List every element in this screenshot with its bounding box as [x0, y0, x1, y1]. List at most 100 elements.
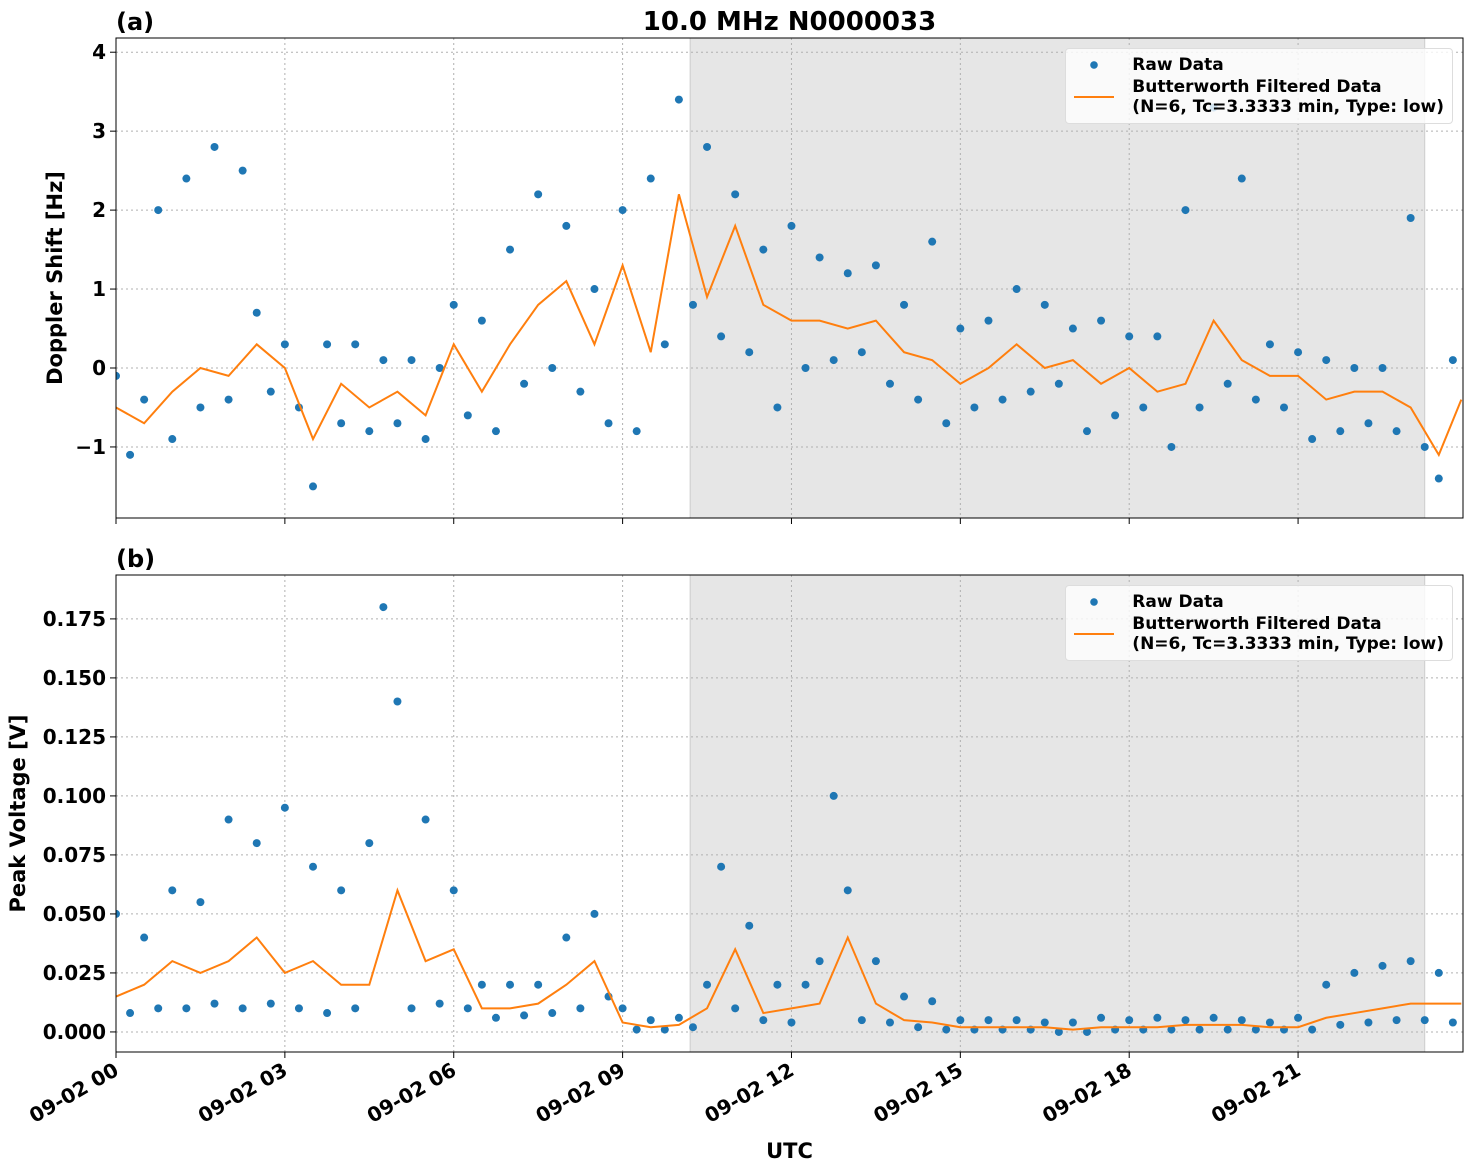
raw-point — [534, 980, 543, 989]
raw-point — [1139, 403, 1148, 412]
raw-point — [379, 356, 388, 365]
raw-point — [1406, 214, 1415, 222]
raw-point — [1068, 324, 1077, 333]
raw-point — [365, 427, 374, 436]
raw-point — [1294, 1013, 1303, 1022]
raw-point — [252, 308, 261, 317]
raw-point — [1054, 1027, 1063, 1036]
x-tick-label: 09-02 21 — [1207, 1058, 1305, 1128]
raw-point — [1350, 968, 1359, 977]
raw-point — [1448, 1018, 1457, 1027]
y-tick-label: 4 — [92, 40, 106, 64]
raw-point — [857, 348, 866, 357]
y-tick-label: 3 — [92, 119, 106, 143]
y-tick-label: 0.100 — [43, 784, 106, 808]
raw-point — [984, 316, 993, 325]
raw-point — [815, 957, 824, 966]
raw-point — [942, 419, 951, 428]
x-axis-label: UTC — [766, 1139, 813, 1163]
panel-label: (b) — [116, 545, 155, 573]
raw-point — [1392, 427, 1401, 436]
raw-point — [168, 435, 177, 444]
raw-point — [998, 395, 1007, 404]
y-tick-label: 0.125 — [43, 725, 106, 749]
raw-point — [674, 1013, 683, 1022]
legend: Raw Data Butterworth Filtered Data (N=6, … — [1065, 48, 1453, 124]
raw-point — [1181, 1016, 1190, 1025]
raw-point — [126, 1009, 135, 1018]
raw-point — [576, 387, 585, 396]
raw-point — [773, 980, 782, 989]
raw-point — [1097, 316, 1106, 325]
raw-point — [590, 909, 599, 918]
raw-point — [956, 324, 965, 333]
raw-point — [351, 340, 360, 349]
raw-point — [280, 803, 289, 812]
raw-point — [1012, 1016, 1021, 1025]
raw-point — [1322, 980, 1331, 989]
raw-point — [1378, 961, 1387, 970]
raw-point — [703, 142, 712, 151]
raw-point — [154, 1004, 163, 1013]
raw-point — [731, 190, 740, 199]
raw-point — [1448, 356, 1457, 365]
raw-point — [1420, 1016, 1429, 1025]
raw-point — [1153, 332, 1162, 341]
legend-key — [1074, 592, 1115, 612]
raw-point — [520, 1011, 529, 1020]
raw-point — [1237, 1016, 1246, 1025]
raw-point — [337, 886, 346, 895]
raw-point — [477, 316, 486, 325]
raw-point — [731, 1004, 740, 1013]
raw-point — [506, 245, 515, 254]
raw-point — [1434, 474, 1443, 483]
y-axis-label: Peak Voltage [V] — [6, 714, 30, 912]
raw-point — [1406, 957, 1415, 966]
raw-point — [379, 603, 388, 612]
x-tick-label: 09-02 00 — [25, 1058, 123, 1128]
raw-point — [1012, 285, 1021, 294]
raw-point — [1223, 1025, 1232, 1034]
raw-point — [914, 395, 923, 404]
raw-point — [843, 269, 852, 278]
y-tick-label: −1 — [75, 435, 106, 459]
raw-point — [914, 1023, 923, 1032]
raw-point — [365, 839, 374, 848]
raw-point — [309, 482, 318, 491]
legend-key — [1074, 624, 1115, 644]
raw-point — [759, 245, 768, 254]
raw-point — [520, 379, 529, 388]
legend-label: Butterworth Filtered Data (N=6, Tc=3.333… — [1132, 77, 1444, 117]
raw-point — [618, 206, 627, 215]
raw-point — [1153, 1013, 1162, 1022]
y-tick-label: 0.150 — [43, 666, 106, 690]
y-axis-label: Doppler Shift [Hz] — [43, 171, 67, 385]
plot-area — [116, 603, 1462, 1036]
raw-point — [1082, 1027, 1091, 1036]
x-tick-label: 09-02 09 — [532, 1058, 630, 1128]
raw-point — [956, 1016, 965, 1025]
raw-point — [407, 356, 416, 365]
raw-point — [323, 340, 332, 349]
legend-label: Raw Data — [1132, 592, 1224, 612]
raw-point — [449, 886, 458, 895]
filtered-line — [116, 194, 1463, 458]
raw-point — [928, 237, 937, 246]
raw-point — [1195, 1025, 1204, 1034]
y-tick-label: 0.025 — [43, 961, 106, 985]
raw-point — [463, 411, 472, 420]
raw-point — [745, 921, 754, 930]
raw-point — [562, 221, 571, 230]
raw-point — [1350, 364, 1359, 372]
y-tick-label: 0.000 — [43, 1020, 106, 1044]
raw-point — [632, 427, 641, 436]
legend-label: Butterworth Filtered Data (N=6, Tc=3.333… — [1132, 614, 1444, 654]
raw-point — [773, 403, 782, 412]
raw-point — [1068, 1018, 1077, 1027]
raw-point — [1054, 379, 1063, 388]
raw-point — [1308, 435, 1317, 444]
raw-point — [1040, 1018, 1049, 1027]
raw-point — [1434, 968, 1443, 977]
raw-point — [576, 1004, 585, 1013]
chart-title: 10.0 MHz N0000033 — [643, 7, 936, 37]
